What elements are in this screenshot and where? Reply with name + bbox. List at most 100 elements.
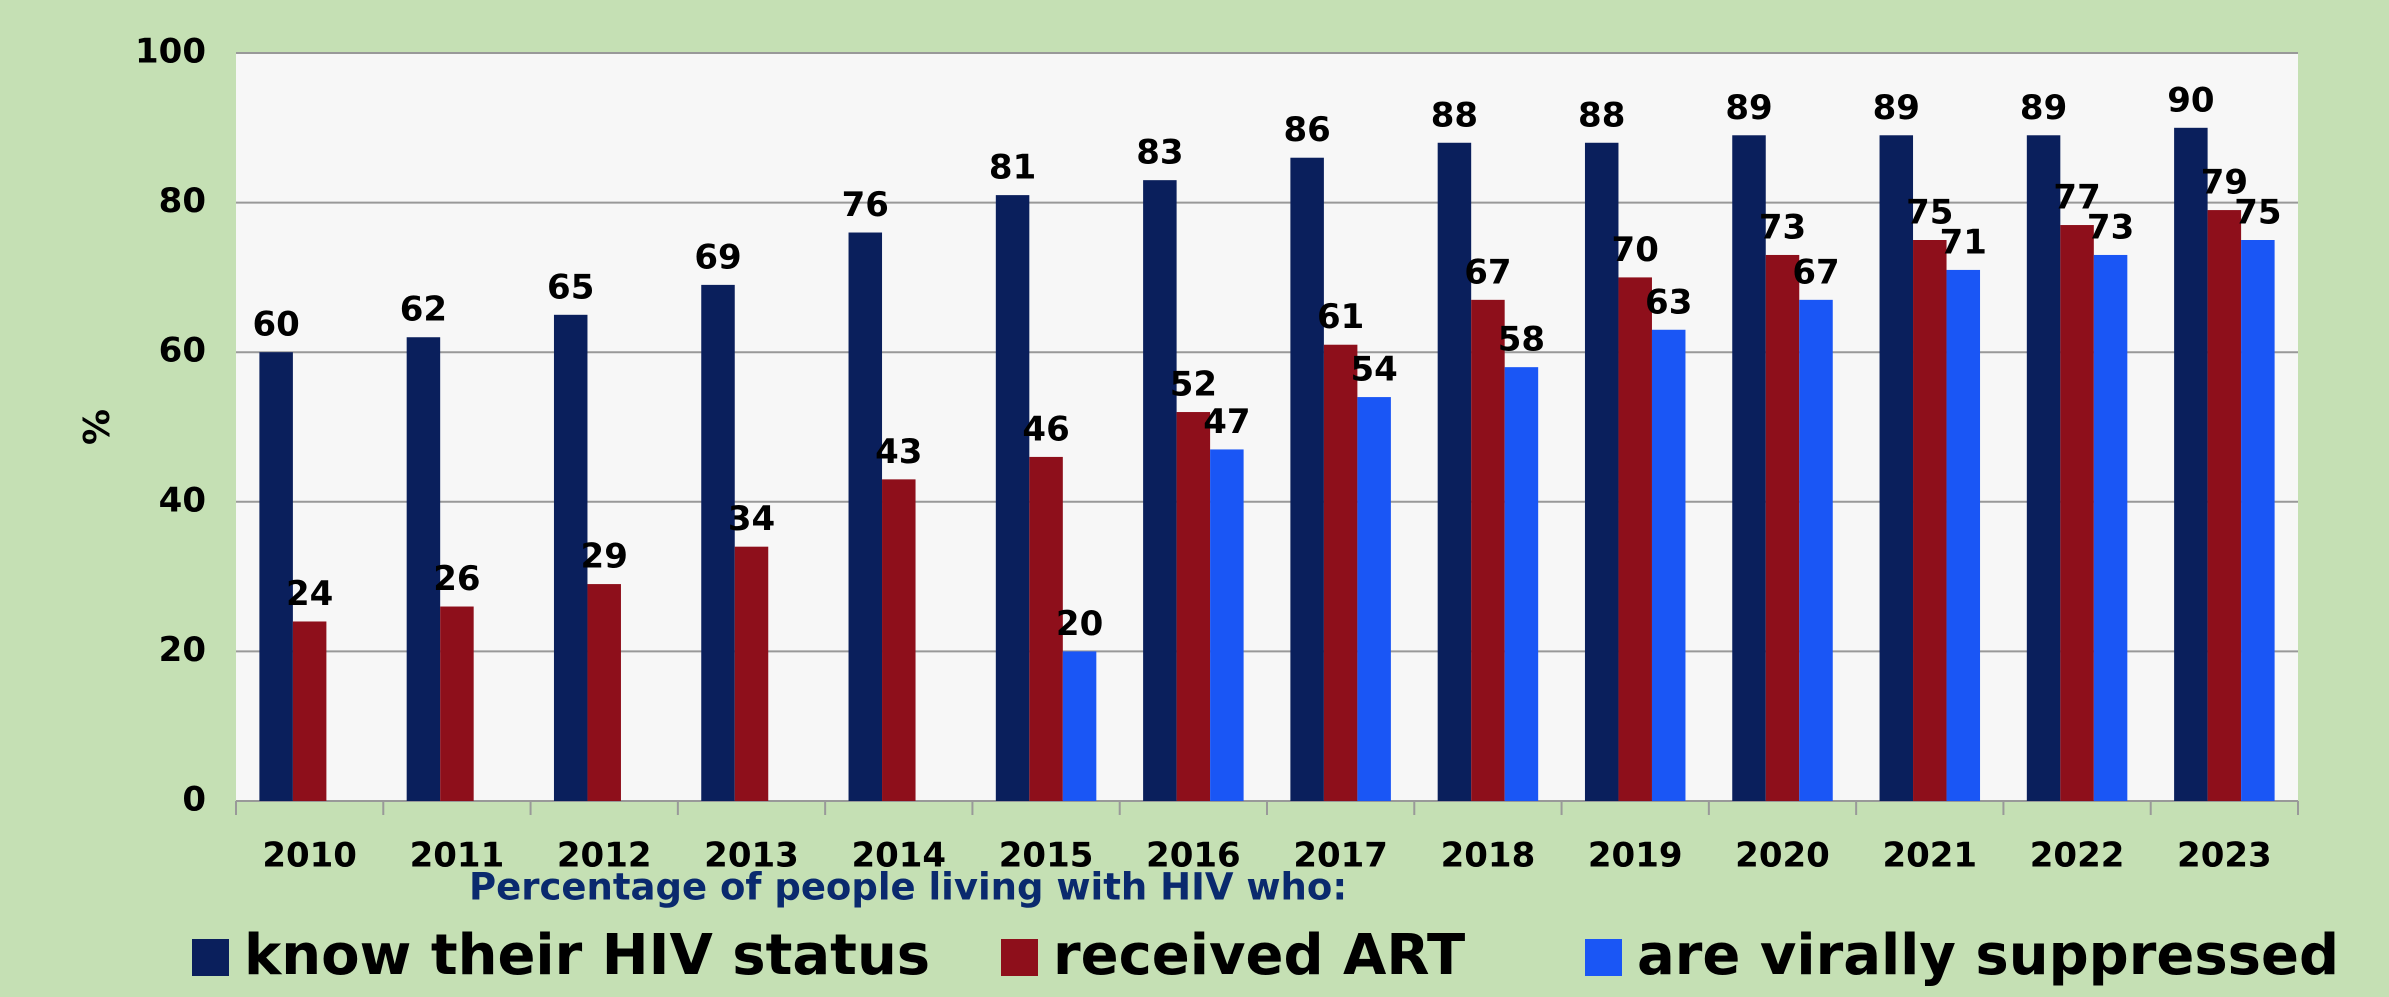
data-label: 47 (1203, 402, 1250, 442)
legend-swatch (192, 939, 229, 976)
bar (734, 546, 769, 801)
bar (1946, 269, 1981, 801)
legend-label: are virally suppressed (1637, 923, 2339, 988)
bar (1618, 277, 1652, 801)
data-label: 20 (1056, 604, 1103, 644)
x-tick-label: 2017 (1293, 836, 1388, 876)
data-label: 73 (1759, 207, 1806, 247)
data-label: 83 (1136, 133, 1183, 173)
y-axis-label: % (77, 409, 118, 445)
x-tick-label: 2013 (704, 836, 799, 876)
bar (2241, 240, 2275, 801)
x-tick-label: 2018 (1441, 836, 1536, 876)
data-label: 88 (1578, 95, 1625, 135)
data-label: 76 (842, 185, 889, 225)
data-label: 67 (1464, 252, 1511, 292)
x-tick-label: 2016 (1146, 836, 1241, 876)
bar (1765, 254, 1800, 801)
data-label: 77 (2053, 178, 2100, 218)
data-label: 69 (694, 237, 741, 277)
data-label: 71 (1940, 222, 1987, 262)
data-label: 34 (728, 499, 775, 539)
x-tick-label: 2010 (262, 836, 357, 876)
bar (1504, 367, 1539, 801)
data-label: 75 (2234, 193, 2281, 233)
data-label: 86 (1283, 110, 1330, 150)
legend-swatch (1585, 939, 1622, 976)
bar (882, 479, 916, 801)
bar (553, 314, 588, 801)
bar (1323, 344, 1358, 801)
legend-title: Percentage of people living with HIV who… (469, 866, 1347, 909)
bar (1584, 142, 1619, 801)
data-label: 61 (1317, 297, 1364, 337)
data-label: 26 (433, 559, 480, 599)
bar (1029, 456, 1063, 801)
bar (1290, 157, 1324, 802)
data-label: 62 (400, 290, 447, 330)
data-label: 75 (1906, 193, 1953, 233)
bar (1143, 180, 1177, 801)
y-tick-label: 40 (159, 480, 206, 520)
data-label: 24 (286, 574, 333, 614)
bar (1471, 299, 1505, 801)
bar (1437, 142, 1472, 801)
data-label: 60 (252, 305, 299, 345)
bar (1176, 412, 1211, 801)
y-tick-label: 20 (159, 630, 206, 670)
bar (292, 621, 327, 801)
data-label: 88 (1431, 95, 1478, 135)
bar (259, 352, 293, 801)
bar (406, 337, 441, 801)
bar (1651, 329, 1686, 801)
data-label: 79 (2201, 163, 2248, 203)
bar (995, 195, 1030, 801)
x-tick-label: 2012 (557, 836, 652, 876)
data-label: 67 (1792, 252, 1839, 292)
bar (1879, 135, 1914, 801)
data-label: 81 (989, 148, 1036, 188)
data-label: 29 (581, 537, 628, 577)
x-tick-label: 2021 (1882, 836, 1977, 876)
data-label: 63 (1645, 282, 1692, 322)
legend-label: received ART (1053, 923, 1465, 988)
bar (1210, 449, 1244, 801)
data-label: 73 (2087, 207, 2134, 247)
legend-label: know their HIV status (244, 923, 930, 988)
bar (1913, 240, 1947, 801)
plot-area (236, 53, 2298, 801)
x-tick-label: 2019 (1588, 836, 1683, 876)
data-label: 70 (1612, 230, 1659, 270)
x-tick-label: 2014 (851, 836, 946, 876)
data-label: 65 (547, 267, 594, 307)
bar (440, 606, 474, 801)
data-label: 52 (1170, 365, 1217, 405)
data-label: 90 (2167, 80, 2214, 120)
y-tick-label: 100 (135, 32, 206, 72)
x-tick-label: 2023 (2177, 836, 2272, 876)
x-tick-label: 2011 (410, 836, 505, 876)
bar (848, 232, 883, 801)
bar (1062, 651, 1097, 801)
bar (701, 284, 735, 801)
bar (2174, 127, 2208, 802)
data-label: 43 (875, 432, 922, 472)
data-label: 89 (1873, 88, 1920, 128)
bar (2207, 210, 2242, 801)
x-tick-label: 2015 (999, 836, 1094, 876)
data-label: 58 (1498, 320, 1545, 360)
bar (2060, 225, 2094, 802)
data-label: 46 (1022, 409, 1069, 449)
data-label: 89 (1725, 88, 1772, 128)
bar (1799, 299, 1833, 801)
legend-swatch (1001, 939, 1038, 976)
data-label: 89 (2020, 88, 2067, 128)
bar (2093, 254, 2128, 801)
x-tick-label: 2020 (1735, 836, 1830, 876)
data-label: 54 (1350, 350, 1397, 390)
bar (587, 584, 621, 801)
y-tick-label: 60 (159, 331, 206, 371)
bar (2026, 135, 2061, 801)
x-tick-label: 2022 (2030, 836, 2125, 876)
